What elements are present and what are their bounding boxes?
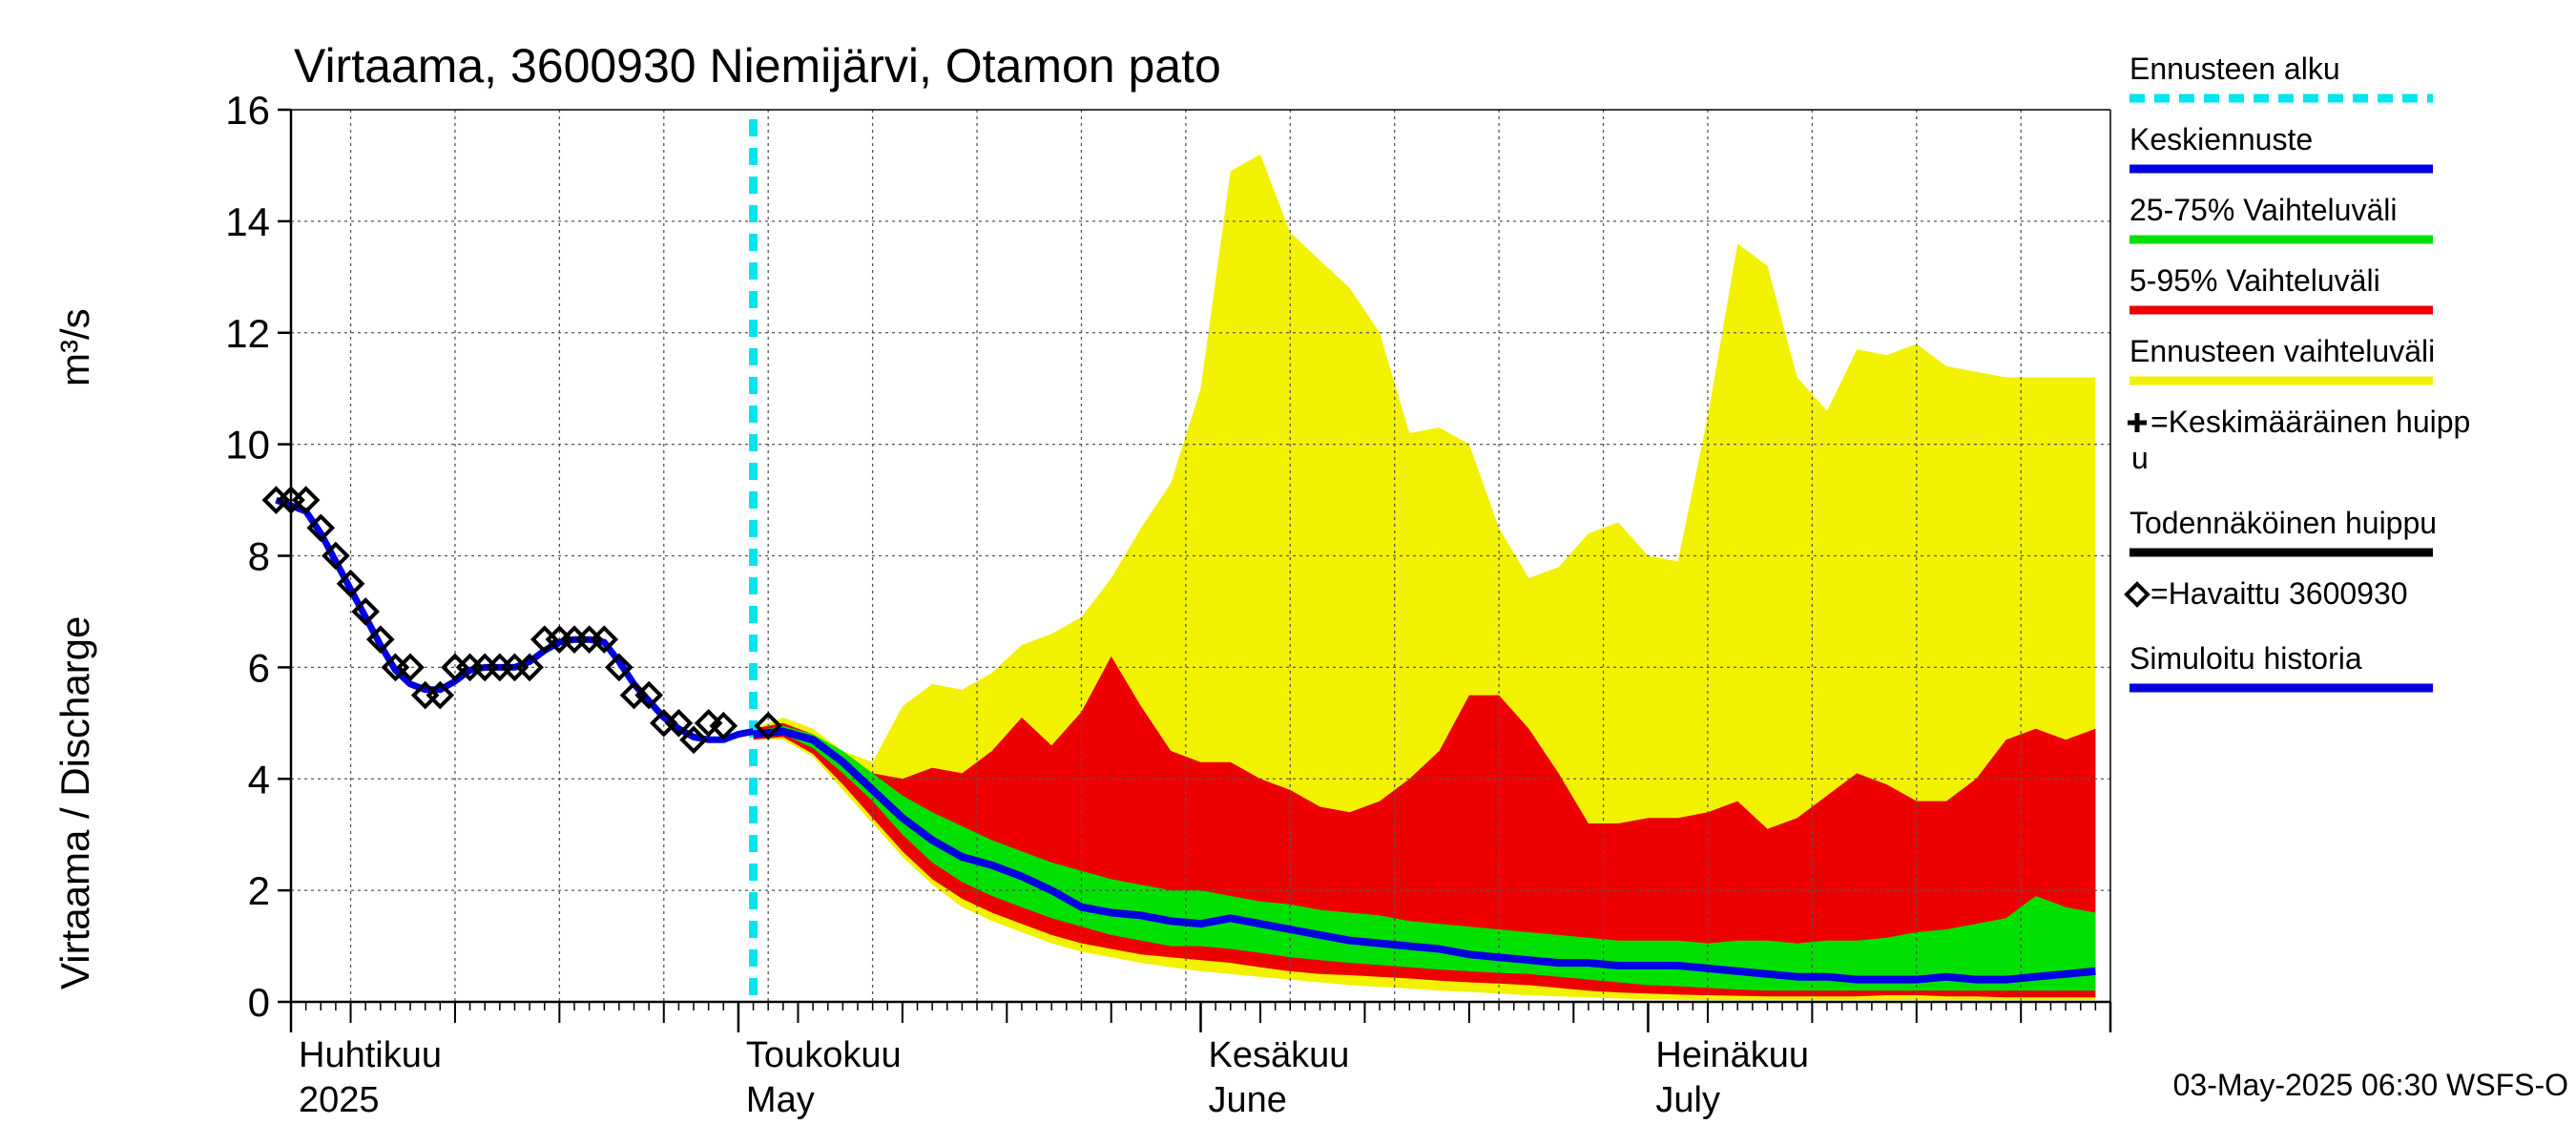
observed-point <box>336 569 365 598</box>
footer-timestamp: 03-May-2025 06:30 WSFS-O <box>2173 1068 2568 1102</box>
legend-label: =Havaittu 3600930 <box>2150 576 2408 611</box>
forecast-bands <box>753 154 2096 1001</box>
observed-point <box>322 541 350 571</box>
band-25-75 <box>753 725 2096 991</box>
legend-label-continued: u <box>2131 441 2149 475</box>
observed-point <box>306 513 336 543</box>
legend-label: 5-95% Vaihteluväli <box>2129 263 2380 298</box>
y-axis-label: Virtaama / Discharge m³/s <box>52 308 97 989</box>
observed-point <box>754 711 783 740</box>
observed-point <box>396 653 425 682</box>
legend-item: Ennusteen vaihteluväli <box>2129 334 2435 385</box>
y-tick-label: 16 <box>225 88 270 133</box>
legend-item: Ennusteen alku <box>2129 52 2433 103</box>
legend-item: 5-95% Vaihteluväli <box>2129 263 2433 315</box>
x-month-sublabel: 2025 <box>299 1080 380 1120</box>
y-tick-label: 10 <box>225 423 270 468</box>
y-axis-title: Virtaama / Discharge <box>52 616 97 989</box>
legend-item: Keskiennuste <box>2129 122 2433 174</box>
x-month-sublabel: July <box>1655 1080 1720 1120</box>
simulated-history-line <box>275 496 755 743</box>
legend-item: Simuloitu historia <box>2129 641 2433 693</box>
legend-label: Ennusteen vaihteluväli <box>2129 334 2435 368</box>
x-month-sublabel: May <box>746 1080 815 1120</box>
y-tick-label: 2 <box>248 868 270 913</box>
y-tick-label: 0 <box>248 980 270 1025</box>
legend-item: 25-75% Vaihteluväli <box>2129 193 2433 244</box>
observed-point <box>291 486 321 514</box>
y-axis-unit: m³/s <box>52 308 97 386</box>
axes: 0 2 4 6 8 10 12 14 16 Huhtikuu 2025 Toukokuu May Kesä… <box>225 88 2112 1120</box>
observed-point <box>664 708 694 738</box>
x-month-label: Heinäkuu <box>1655 1035 1809 1075</box>
observed-point <box>365 625 395 654</box>
legend-label: Keskiennuste <box>2129 122 2313 156</box>
legend-label: Simuloitu historia <box>2129 641 2362 676</box>
y-tick-label: 12 <box>225 311 270 356</box>
observed-point <box>426 680 455 710</box>
y-tick-label: 6 <box>248 645 270 690</box>
observed-point <box>351 597 380 626</box>
y-tick-label: 4 <box>248 757 270 802</box>
observed-point <box>679 725 708 755</box>
series-lines <box>261 119 2096 1002</box>
legend-label: Todennäköinen huippu <box>2129 506 2437 540</box>
legend-label: Ennusteen alku <box>2129 52 2340 86</box>
legend-item: Todennäköinen huippu <box>2129 506 2437 557</box>
median-forecast-line <box>753 727 2096 984</box>
observed-point <box>590 625 619 654</box>
legend-item: =Keskimääräinen huippu <box>2128 405 2470 475</box>
chart-title: Virtaama, 3600930 Niemijärvi, Otamon pat… <box>294 39 1221 93</box>
x-month-sublabel: June <box>1209 1080 1287 1120</box>
legend-label: 25-75% Vaihteluväli <box>2129 193 2397 227</box>
legend-label: =Keskimääräinen huipp <box>2150 405 2470 439</box>
observed-point <box>605 653 634 682</box>
x-month-label: Kesäkuu <box>1209 1035 1350 1075</box>
y-tick-label: 14 <box>225 199 270 244</box>
legend: Ennusteen alku Keskiennuste 25-75% Vaihtel… <box>2124 52 2470 693</box>
y-tick-label: 8 <box>248 534 270 579</box>
observed-point <box>515 653 544 682</box>
grid <box>291 110 2110 1002</box>
legend-diamond-symbol <box>2124 581 2150 608</box>
observed-point <box>709 711 738 740</box>
legend-item: =Havaittu 3600930 <box>2124 576 2408 611</box>
legend-plus-symbol <box>2128 413 2147 432</box>
x-month-label: Huhtikuu <box>299 1035 442 1075</box>
x-month-label: Toukokuu <box>746 1035 902 1075</box>
observed-point <box>634 680 663 710</box>
